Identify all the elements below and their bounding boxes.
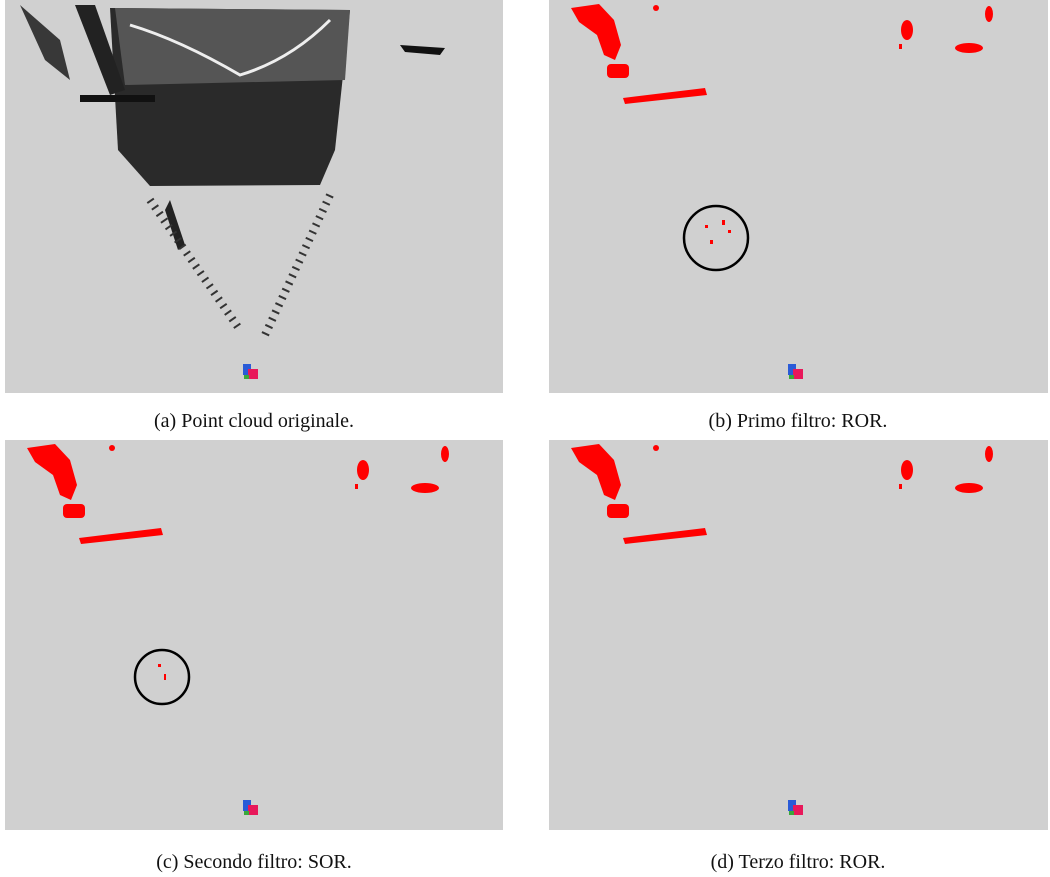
figure: (a) Point cloud originale. (b) Primo fil… (0, 0, 1050, 877)
panel-a (5, 0, 503, 393)
caption: (d) Terzo filtro: ROR. (711, 851, 886, 873)
panel-b (549, 0, 1048, 393)
panel-c (5, 440, 503, 830)
caption: (b) Primo filtro: ROR. (709, 410, 888, 432)
panel-d (549, 440, 1048, 830)
caption: (a) Point cloud originale. (154, 410, 354, 432)
caption: (c) Secondo filtro: SOR. (156, 851, 352, 873)
